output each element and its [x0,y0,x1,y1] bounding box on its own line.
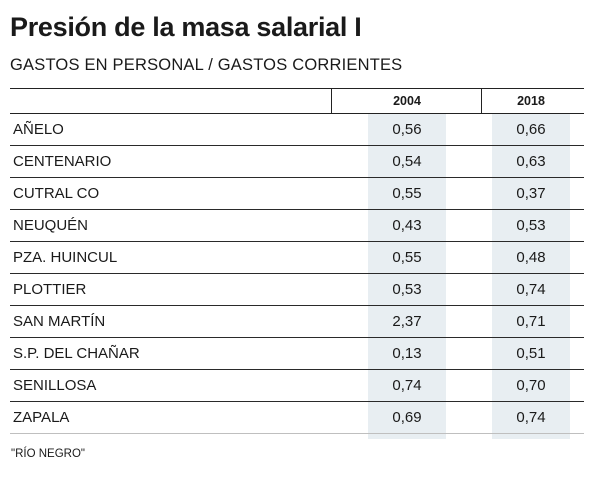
value-2004: 0,55 [392,249,422,266]
value-2018: 0,74 [516,409,546,426]
chart-subtitle: GASTOS EN PERSONAL / GASTOS CORRIENTES [10,56,403,74]
row-label: PLOTTIER [13,281,87,298]
value-2004: 0,53 [392,281,422,298]
row-label: CUTRAL CO [13,185,100,202]
header-divider [481,89,482,113]
value-2004: 0,55 [392,185,422,202]
value-2018: 0,51 [516,345,546,362]
table-row: PZA. HUINCUL 0,55 0,48 [10,242,584,274]
table-row: AÑELO 0,56 0,66 [10,114,584,146]
row-label: SENILLOSA [13,377,97,394]
row-label: ZAPALA [13,409,70,426]
value-2018: 0,70 [516,377,546,394]
data-table: 2004 2018 AÑELO 0,56 0,66 CENTENARIO 0,54 0,6… [10,88,584,439]
table-row: NEUQUÉN 0,43 0,53 [10,210,584,242]
table-header: 2004 2018 [10,88,584,114]
column-header-2004: 2004 [393,94,421,108]
value-2004: 0,69 [392,409,422,426]
column-header-2018: 2018 [517,94,545,108]
table-row: SENILLOSA 0,74 0,70 [10,370,584,402]
header-divider [331,89,332,113]
table-row: PLOTTIER 0,53 0,74 [10,274,584,306]
value-2004: 0,13 [392,345,422,362]
table-row: ZAPALA 0,69 0,74 [10,402,584,434]
value-2018: 0,66 [516,121,546,138]
row-label: NEUQUÉN [13,217,89,234]
value-2004: 0,43 [392,217,422,234]
value-2018: 0,63 [516,153,546,170]
column-shade-2018 [492,114,570,439]
value-2004: 0,74 [392,377,422,394]
table-body: AÑELO 0,56 0,66 CENTENARIO 0,54 0,63 CUTRAL CO… [10,114,584,434]
value-2018: 0,48 [516,249,546,266]
value-2018: 0,74 [516,281,546,298]
table-row: S.P. DEL CHAÑAR 0,13 0,51 [10,338,584,370]
row-label: PZA. HUINCUL [13,249,118,266]
table-row: SAN MARTÍN 2,37 0,71 [10,306,584,338]
column-shade-2004 [368,114,446,439]
table-row: CUTRAL CO 0,55 0,37 [10,178,584,210]
table-row: CENTENARIO 0,54 0,63 [10,146,584,178]
row-label: S.P. DEL CHAÑAR [13,345,140,362]
value-2018: 0,37 [516,185,546,202]
row-label: CENTENARIO [13,153,112,170]
row-label: SAN MARTÍN [13,313,106,330]
row-label: AÑELO [13,121,64,138]
footnote: "RÍO NEGRO" [11,448,85,460]
value-2018: 0,71 [516,313,546,330]
value-2004: 0,56 [392,121,422,138]
value-2018: 0,53 [516,217,546,234]
value-2004: 2,37 [392,313,422,330]
chart-title: Presión de la masa salarial I [10,12,362,42]
value-2004: 0,54 [392,153,422,170]
